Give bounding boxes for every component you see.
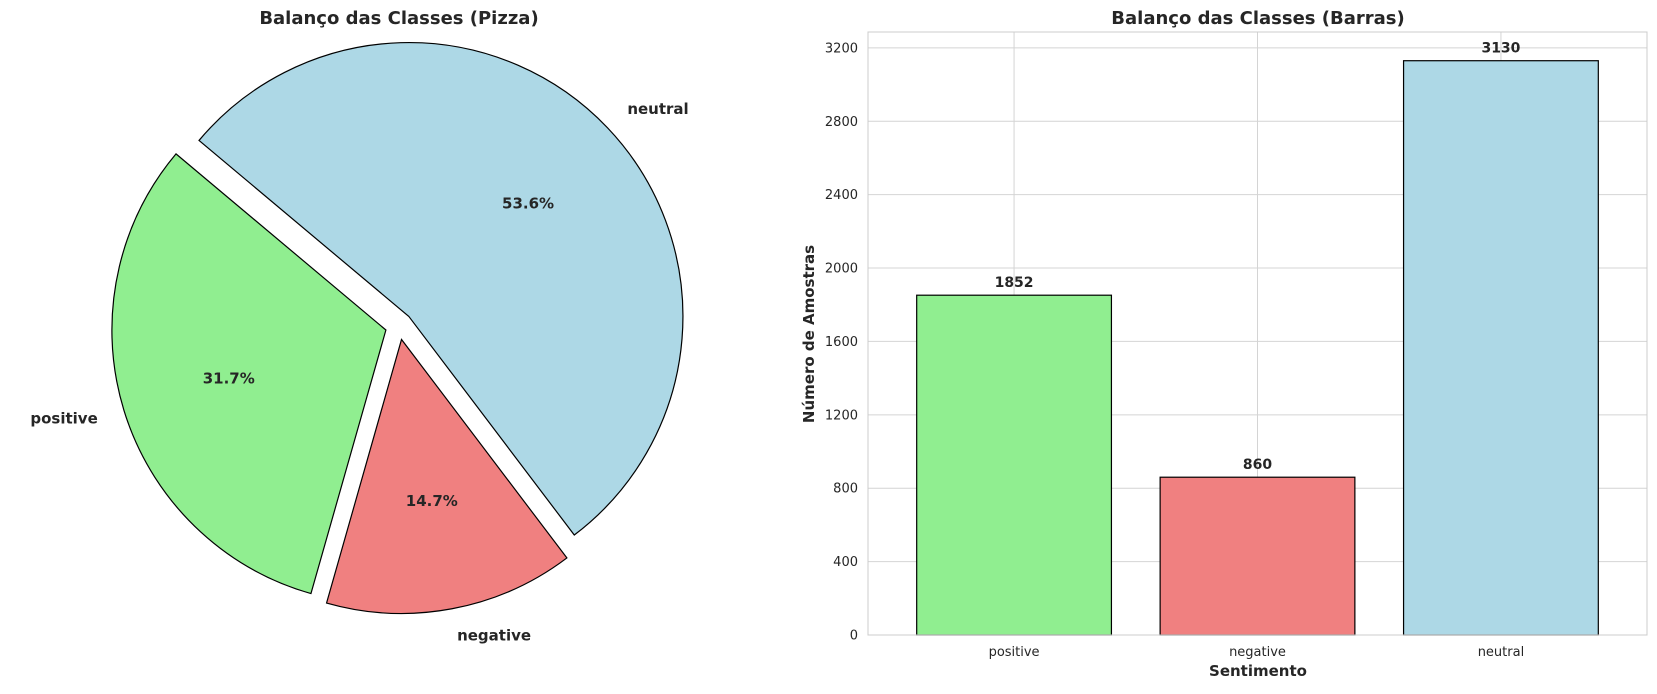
pie-slice-positive: [111, 153, 387, 595]
bar-chart: Balanço das Classes (Barras) 0 400 800 1200…: [800, 8, 1648, 680]
pie-pct-label-neutral: 53.6%: [502, 194, 554, 212]
bar-value-label-negative: 860: [1243, 457, 1272, 473]
bar-positive: [916, 294, 1113, 636]
bar-value-label-positive: 1852: [995, 275, 1034, 291]
y-tick-label: 800: [833, 482, 858, 497]
y-tick-label: 2400: [825, 188, 858, 203]
pie-label-neutral: neutral: [627, 100, 688, 118]
bar-chart-title: Balanço das Classes (Barras): [1111, 8, 1404, 29]
pie-chart-title: Balanço das Classes (Pizza): [259, 8, 538, 29]
pie-label-negative: negative: [457, 627, 531, 645]
pie-pct-label-negative: 14.7%: [406, 492, 458, 510]
x-tick-label-positive: positive: [989, 645, 1040, 660]
bar-x-axis-label: Sentimento: [1209, 662, 1307, 680]
bar-value-label-neutral: 3130: [1481, 41, 1520, 57]
x-tick-label-neutral: neutral: [1478, 645, 1525, 660]
pie-slices: [111, 42, 684, 615]
pie-chart: Balanço das Classes (Pizza) positive 31.7…: [30, 8, 688, 645]
bar-tick-labels: 0 400 800 1200 1600 2000 2400 2800 3200 positive n…: [825, 41, 1524, 660]
y-tick-label: 1600: [825, 335, 858, 350]
pie-pct-label-positive: 31.7%: [203, 369, 255, 387]
bar-series: [916, 60, 1599, 636]
y-tick-label: 0: [850, 629, 858, 644]
bar-axes-frame: [867, 31, 1648, 636]
x-tick-label-negative: negative: [1229, 645, 1286, 660]
pie-slice-negative: [325, 338, 568, 615]
y-tick-label: 2000: [825, 262, 858, 277]
y-tick-label: 1200: [825, 408, 858, 423]
y-tick-label: 400: [833, 555, 858, 570]
bar-value-labels: 1852 860 3130: [995, 41, 1521, 473]
pie-labels: positive 31.7% negative 14.7% neutral 53.6%: [30, 100, 688, 645]
pie-slice-neutral: [198, 42, 684, 536]
bar-y-axis-label: Número de Amostras: [800, 245, 818, 423]
y-tick-label: 3200: [825, 41, 858, 56]
bar-negative: [1159, 476, 1356, 636]
bar-neutral: [1402, 60, 1599, 636]
pie-label-positive: positive: [30, 409, 97, 427]
y-tick-label: 2800: [825, 115, 858, 130]
